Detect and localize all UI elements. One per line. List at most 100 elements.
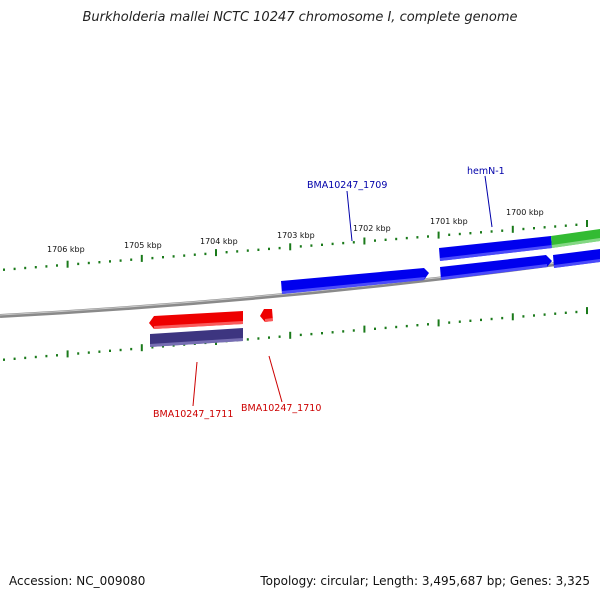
lower-ruler-minor-tick — [119, 348, 122, 352]
upper-ruler-minor-tick — [384, 238, 387, 241]
upper-ruler-minor-tick — [183, 254, 186, 257]
lower-ruler-minor-tick — [490, 317, 493, 321]
upper-ruler-minor-tick — [554, 225, 557, 228]
upper-ruler-minor-tick — [331, 242, 334, 246]
tick-label-1700: 1700 kbp — [506, 208, 544, 217]
upper-ruler-minor-tick — [87, 261, 90, 265]
upper-ruler-minor-tick — [204, 252, 207, 256]
upper-ruler-minor-tick — [45, 265, 48, 268]
lower-ruler-minor-tick — [458, 320, 461, 323]
upper-ruler-major-tick — [437, 231, 440, 239]
gene-bma10247-1711[interactable] — [149, 311, 243, 329]
tick-label-1701: 1701 kbp — [430, 217, 468, 226]
gene-label-bma10247-1709: BMA10247_1709 — [307, 180, 387, 191]
upper-ruler-minor-tick — [162, 256, 164, 259]
lower-ruler-minor-tick — [352, 329, 355, 332]
upper-ruler-minor-tick — [575, 223, 578, 226]
upper-ruler-minor-tick — [172, 255, 175, 258]
cds-bma10247-1711[interactable] — [150, 328, 243, 347]
lower-ruler-minor-tick — [34, 355, 37, 359]
lower-ruler-major-tick — [437, 319, 440, 327]
upper-ruler-minor-tick — [395, 237, 398, 241]
lower-ruler-minor-tick — [448, 321, 451, 324]
lower-ruler-minor-tick — [543, 313, 546, 316]
leader-line-bma10247-1709 — [346, 190, 353, 242]
genome-summary-text: Topology: circular; Length: 3,495,687 bp… — [260, 574, 590, 588]
lower-ruler-minor-tick — [310, 332, 313, 336]
lower-ruler-minor-tick — [246, 338, 249, 341]
lower-ruler-minor-tick — [162, 345, 164, 348]
upper-ruler-minor-tick — [56, 264, 58, 267]
gene-label-bma10247-1710: BMA10247_1710 — [241, 403, 321, 414]
lower-ruler-minor-tick — [172, 344, 175, 347]
accession-text: Accession: NC_009080 — [9, 574, 146, 588]
leader-line-bma10247-1710 — [268, 355, 283, 403]
tick-label-1706: 1706 kbp — [47, 245, 85, 254]
lower-ruler-minor-tick — [405, 324, 408, 328]
lower-ruler-minor-tick — [98, 350, 101, 353]
upper-ruler-minor-tick — [310, 244, 313, 247]
upper-ruler-minor-tick — [109, 260, 111, 263]
upper-ruler-minor-tick — [564, 224, 567, 227]
lower-ruler-minor-tick — [321, 332, 323, 335]
upper-ruler-major-tick — [363, 237, 366, 245]
lower-ruler-minor-tick — [522, 315, 525, 318]
leader-line-hemn-1 — [484, 175, 493, 228]
upper-ruler-minor-tick — [342, 241, 345, 245]
lower-ruler-minor-tick — [480, 318, 482, 322]
lower-ruler-major-tick — [586, 307, 588, 315]
upper-ruler-minor-tick — [130, 258, 133, 261]
lower-ruler-minor-tick — [575, 310, 578, 314]
lower-ruler-major-tick — [289, 331, 292, 339]
upper-ruler-minor-tick — [522, 227, 525, 231]
upper-ruler-major-tick — [289, 243, 292, 251]
map-title: Burkholderia mallei NCTC 10247 chromosom… — [82, 10, 518, 25]
upper-ruler-minor-tick — [13, 267, 16, 271]
lower-ruler-minor-tick — [564, 311, 567, 314]
upper-ruler-minor-tick — [77, 262, 80, 266]
tick-label-1704: 1704 kbp — [200, 237, 238, 246]
upper-ruler-minor-tick — [119, 259, 122, 262]
lower-ruler-minor-tick — [268, 336, 270, 339]
lower-ruler-minor-tick — [427, 323, 429, 326]
upper-ruler-minor-tick — [151, 256, 154, 260]
lower-ruler-minor-tick — [278, 335, 281, 338]
lower-ruler-minor-tick — [342, 330, 345, 333]
tick-label-1705: 1705 kbp — [124, 241, 162, 250]
tick-label-1702: 1702 kbp — [353, 224, 391, 233]
upper-ruler-major-tick — [511, 225, 514, 233]
gene-forward-lower-1[interactable] — [440, 255, 552, 280]
gene-rna-forward[interactable] — [551, 229, 600, 248]
upper-ruler-major-tick — [66, 260, 69, 268]
upper-ruler-minor-tick — [257, 248, 260, 251]
leader-line-bma10247-1711 — [192, 361, 198, 407]
lower-ruler-minor-tick — [87, 351, 90, 354]
gene-hemn-1[interactable] — [439, 236, 552, 261]
lower-ruler-minor-tick — [416, 324, 419, 327]
lower-ruler-minor-tick — [554, 312, 557, 315]
upper-ruler-minor-tick — [480, 231, 482, 234]
upper-ruler-major-tick — [140, 254, 143, 262]
gene-bma10247-1709[interactable] — [281, 268, 429, 294]
lower-ruler-minor-tick — [109, 349, 111, 352]
upper-ruler-minor-tick — [321, 243, 323, 246]
gene-forward-lower-2[interactable] — [553, 249, 600, 268]
lower-ruler-minor-tick — [374, 327, 376, 330]
lower-ruler-minor-tick — [151, 346, 154, 349]
lower-ruler-minor-tick — [130, 347, 133, 351]
upper-ruler-minor-tick — [3, 268, 5, 271]
lower-ruler-minor-tick — [469, 319, 472, 322]
lower-ruler-minor-tick — [13, 357, 16, 360]
lower-ruler-minor-tick — [56, 354, 58, 357]
lower-ruler-minor-tick — [395, 325, 398, 329]
upper-ruler-major-tick — [215, 249, 217, 257]
upper-ruler-minor-tick — [448, 233, 451, 236]
upper-ruler-minor-tick — [543, 226, 546, 229]
lower-ruler-minor-tick — [77, 352, 80, 355]
gene-bma10247-1710[interactable] — [260, 309, 273, 322]
upper-ruler-minor-tick — [416, 236, 419, 239]
upper-ruler-minor-tick — [193, 253, 196, 256]
lower-ruler-minor-tick — [3, 358, 5, 361]
